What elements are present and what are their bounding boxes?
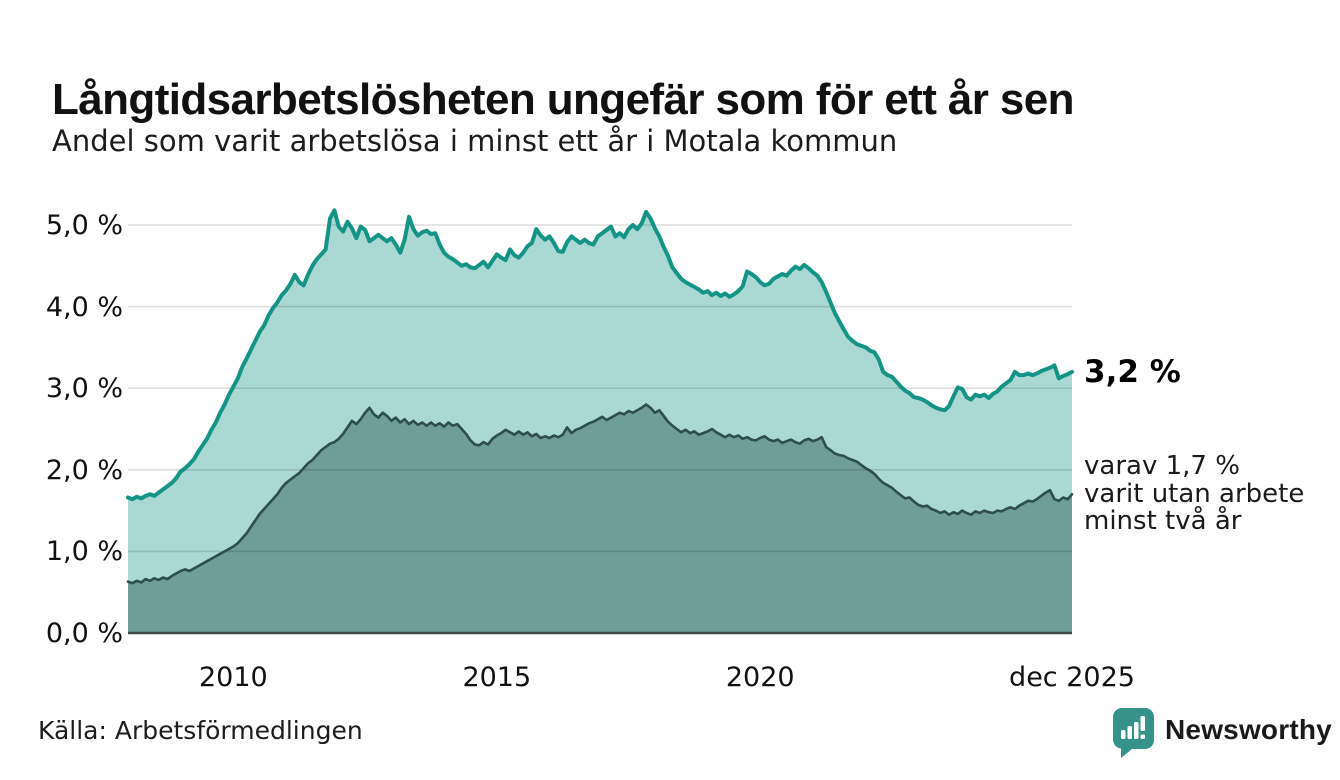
newsworthy-logo: Newsworthy (1113, 708, 1332, 760)
y-axis-tick-label: 4,0 % (45, 291, 123, 323)
newsworthy-speech-bubble-bar-chart-icon (1113, 708, 1154, 758)
x-axis-tick-label: 2010 (199, 662, 268, 693)
y-axis-tick-label: 1,0 % (45, 536, 123, 568)
x-axis-tick-label: dec 2025 (1009, 662, 1135, 693)
y-axis-tick-label: 5,0 % (45, 210, 123, 241)
source-caption: Källa: Arbetsförmedlingen (38, 716, 363, 745)
newsworthy-wordmark: Newsworthy (1165, 714, 1332, 745)
annotation-line: varit utan arbete (1084, 478, 1305, 509)
y-axis-tick-label: 0,0 % (45, 618, 123, 649)
y-axis-tick-label: 2,0 % (45, 454, 123, 486)
y-axis-tick-label: 3,0 % (45, 373, 123, 405)
x-axis-tick-label: 2015 (462, 662, 532, 693)
chart-subtitle: Andel som varit arbetslösa i minst ett å… (52, 124, 898, 158)
page-title: Långtidsarbetslösheten ungefär som för e… (52, 75, 1075, 125)
end-value-label-two-years: varav 1,7 % varit utan arbete minst två … (1084, 451, 1305, 536)
annotation-line: minst två år (1084, 506, 1242, 536)
end-value-label-one-year: 3,2 % (1084, 354, 1181, 390)
x-axis-tick-label: 2020 (725, 662, 795, 693)
annotation-line: varav 1,7 % (1084, 451, 1240, 481)
